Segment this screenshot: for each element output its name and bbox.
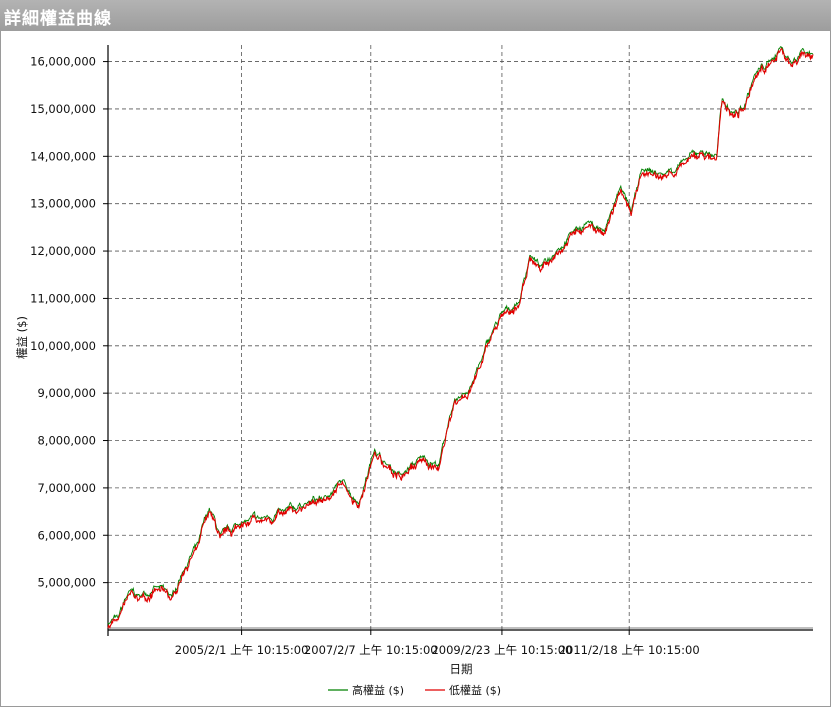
y-tick-label: 8,000,000: [37, 434, 96, 448]
y-tick-label: 5,000,000: [37, 576, 96, 590]
x-tick-label: 2007/2/7 上午 10:15:00: [304, 643, 438, 657]
x-tick-label: 2011/2/18 上午 10:15:00: [559, 643, 700, 657]
window-title: 詳細權益曲線: [4, 9, 112, 29]
y-axis-title: 權益 ($): [15, 316, 29, 359]
series-high-equity-line: [107, 45, 814, 626]
y-tick-label: 14,000,000: [30, 149, 96, 163]
series-low-equity-line: [107, 47, 814, 630]
y-tick-label: 9,000,000: [37, 386, 96, 400]
y-tick-label: 11,000,000: [30, 291, 96, 305]
y-tick-label: 13,000,000: [30, 197, 96, 211]
legend: 高權益 ($) 低權益 ($): [328, 683, 501, 697]
y-tick-label: 10,000,000: [30, 339, 96, 353]
grid: [108, 45, 813, 630]
y-tick-label: 6,000,000: [37, 528, 96, 542]
legend-label: 低權益 ($): [449, 683, 501, 697]
legend-label: 高權益 ($): [352, 683, 404, 697]
x-axis-title: 日期: [450, 662, 473, 676]
x-tick-label: 2005/2/1 上午 10:15:00: [175, 643, 309, 657]
y-tick-label: 12,000,000: [30, 244, 96, 258]
y-tick-label: 16,000,000: [30, 55, 96, 69]
series-layer: [107, 45, 814, 630]
x-tick-label: 2009/2/23 上午 10:15:00: [431, 643, 572, 657]
y-tick-label: 7,000,000: [37, 481, 96, 495]
y-tick-label: 15,000,000: [30, 102, 96, 116]
axes: 5,000,000 6,000,000 7,000,000 8,000,000 9,00…: [30, 45, 813, 657]
